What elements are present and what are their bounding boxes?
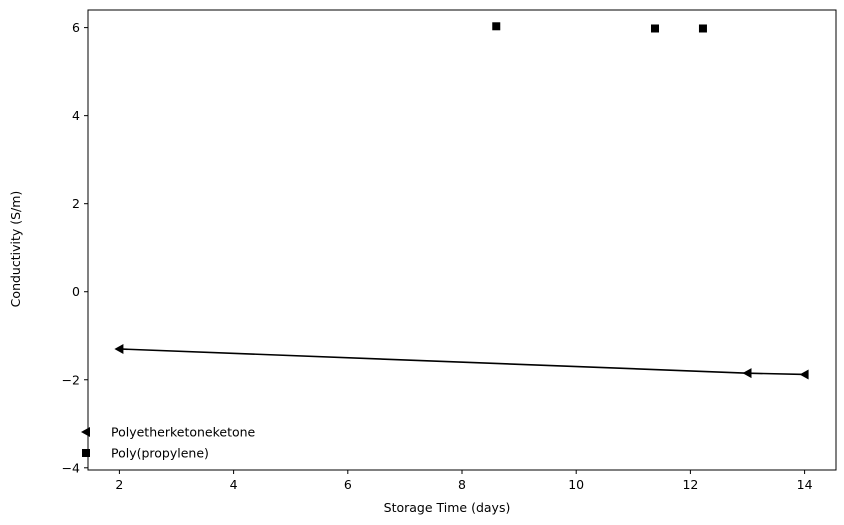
- x-tick-label: 8: [458, 477, 466, 492]
- x-tick-label: 6: [344, 477, 352, 492]
- legend-marker: [82, 449, 90, 457]
- data-point: [114, 343, 124, 354]
- x-tick-label: 12: [682, 477, 698, 492]
- legend-marker: [81, 427, 90, 437]
- x-axis-label: Storage Time (days): [384, 500, 511, 515]
- data-point: [492, 22, 501, 31]
- legend-entry: Polyetherketoneketone: [81, 425, 256, 440]
- x-axis: 2 4 6 8 10 12 14: [115, 470, 813, 492]
- y-axis: −4 −2 0 2 4 6: [62, 20, 88, 475]
- y-tick-label: −4: [62, 460, 80, 475]
- series-1: [114, 343, 809, 380]
- data-point: [799, 369, 809, 380]
- y-tick-label: 2: [72, 196, 80, 211]
- data-point: [698, 24, 707, 33]
- x-tick-label: 10: [568, 477, 584, 492]
- y-tick-label: 6: [72, 20, 80, 35]
- data-point: [742, 368, 752, 379]
- y-axis-label: Conductivity (S/m): [8, 191, 23, 308]
- legend-label: Polyetherketoneketone: [111, 425, 256, 440]
- data-point: [650, 24, 659, 33]
- series-layer: [114, 22, 809, 380]
- y-tick-label: 4: [72, 108, 80, 123]
- x-tick-label: 2: [115, 477, 123, 492]
- series-2: [492, 22, 707, 33]
- x-tick-label: 14: [797, 477, 813, 492]
- x-tick-label: 4: [230, 477, 238, 492]
- plot-area: [88, 10, 836, 470]
- legend-entry: Poly(propylene): [82, 446, 209, 461]
- y-tick-label: −2: [62, 372, 80, 387]
- legend-label: Poly(propylene): [111, 446, 209, 461]
- legend: Polyetherketoneketone Poly(propylene): [81, 425, 256, 461]
- y-tick-label: 0: [72, 284, 80, 299]
